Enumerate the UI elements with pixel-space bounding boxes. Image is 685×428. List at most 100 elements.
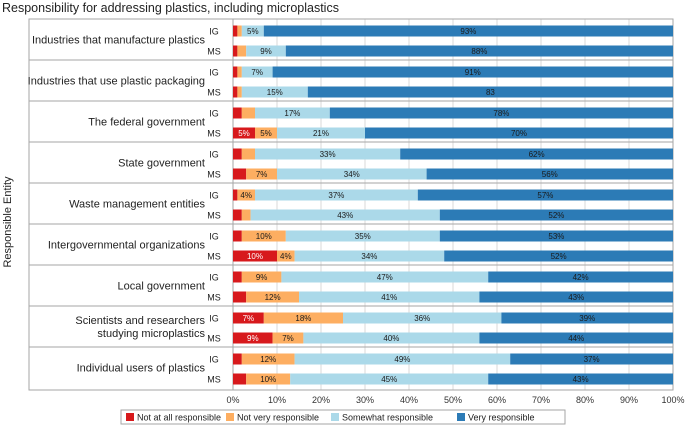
bar-segment <box>237 66 242 78</box>
bar-segment <box>299 291 480 303</box>
row-code-label: IG <box>209 314 219 324</box>
legend-swatch <box>226 413 234 421</box>
data-label: 62% <box>529 150 545 159</box>
bar-segment <box>290 373 489 385</box>
bar-segment <box>400 148 673 160</box>
data-label: 43% <box>568 293 584 302</box>
bar-segment <box>246 168 277 180</box>
bar-segment <box>233 25 238 37</box>
row-code-label: MS <box>207 211 221 221</box>
x-tick-label: 30% <box>356 395 374 405</box>
row-code-label: IG <box>209 150 219 160</box>
bar-segment <box>329 107 673 119</box>
bar-segment <box>250 209 440 221</box>
bar-segment <box>294 250 445 262</box>
data-label: 5% <box>260 129 272 138</box>
data-label: 7% <box>256 170 268 179</box>
data-label: 4% <box>240 191 252 200</box>
data-label: 44% <box>568 334 584 343</box>
bar-segment <box>233 373 247 385</box>
bar-segment <box>263 25 673 37</box>
category-label: Industries that use plastic packaging <box>28 76 205 88</box>
bar-segment <box>255 127 277 139</box>
legend-label: Somewhat responsible <box>342 413 433 423</box>
data-label: 83 <box>486 88 495 97</box>
bar-segment <box>488 373 673 385</box>
data-label: 57% <box>537 191 553 200</box>
bar-segment <box>479 332 673 344</box>
y-axis-title: Responsible Entity <box>2 176 14 268</box>
bar-segment <box>233 312 264 324</box>
data-label: 17% <box>284 109 300 118</box>
bar-segment <box>233 168 247 180</box>
bar-segment <box>233 209 242 221</box>
data-label: 9% <box>247 334 259 343</box>
x-tick-label: 40% <box>400 395 418 405</box>
bar-segment <box>233 66 238 78</box>
plot-area: 0% 10% 20% 30% 40% 50% 60% 70% 80% 90% 100% Industr… <box>28 18 685 405</box>
bar-segment <box>233 230 242 242</box>
bar-segment <box>233 45 238 57</box>
row-code-label: IG <box>209 68 219 78</box>
x-tick-label: 90% <box>620 395 638 405</box>
legend-swatch <box>126 413 134 421</box>
data-label: 10% <box>260 375 276 384</box>
panel-frame <box>28 18 674 391</box>
x-tick-label: 20% <box>312 395 330 405</box>
bar-segment <box>417 189 673 201</box>
bar-segment <box>246 291 299 303</box>
data-label: 12% <box>265 293 281 302</box>
bar-segment <box>303 332 480 344</box>
bar-segment <box>501 312 673 324</box>
data-label: 40% <box>383 334 399 343</box>
bar-segment <box>272 332 304 344</box>
data-label: 4% <box>280 252 292 261</box>
x-tick-label: 80% <box>576 395 594 405</box>
bar-segment <box>241 148 255 160</box>
x-tick-label: 50% <box>444 395 462 405</box>
bar-segment <box>233 189 238 201</box>
bar-segment <box>241 25 264 37</box>
bar-segment <box>255 189 418 201</box>
data-label: 7% <box>243 314 255 323</box>
bar-segment <box>439 230 673 242</box>
data-label: 21% <box>313 129 329 138</box>
x-tick-label: 60% <box>488 395 506 405</box>
bar-segment <box>241 230 286 242</box>
bar-segment <box>246 373 291 385</box>
x-tick-label: 0% <box>226 395 239 405</box>
bar-segment <box>255 107 330 119</box>
data-label: 33% <box>320 150 336 159</box>
data-label: 43% <box>573 375 589 384</box>
data-label: 10% <box>256 232 272 241</box>
legend-swatch <box>331 413 339 421</box>
data-label: 18% <box>295 314 311 323</box>
bar-segment <box>281 271 489 283</box>
bar-segment <box>277 250 295 262</box>
bar-segment <box>277 127 365 139</box>
bar-segment <box>444 250 673 262</box>
data-label: 36% <box>414 314 430 323</box>
category-label: Industries that manufacture plastics <box>32 35 206 47</box>
x-tick-label: 10% <box>268 395 286 405</box>
bar-segment <box>241 66 273 78</box>
bar-segment <box>439 209 673 221</box>
bar-segment <box>365 127 673 139</box>
bar-segment <box>263 312 343 324</box>
legend-label: Not at all responsible <box>137 413 221 423</box>
data-label: 52% <box>551 252 567 261</box>
row-code-label: MS <box>207 375 221 385</box>
row-code-label: IG <box>209 109 219 119</box>
category-label: Waste management entities <box>69 199 205 211</box>
bar-segment <box>285 230 440 242</box>
data-label: 7% <box>251 68 263 77</box>
category-label: studying microplastics <box>97 328 205 340</box>
bar-segment <box>241 271 282 283</box>
bar-segment <box>343 312 502 324</box>
category-label: Intergovernmental organizations <box>48 240 206 252</box>
bar-segment <box>488 271 673 283</box>
row-code-label: MS <box>207 129 221 139</box>
legend-swatch <box>457 413 465 421</box>
bar-segment <box>233 148 242 160</box>
